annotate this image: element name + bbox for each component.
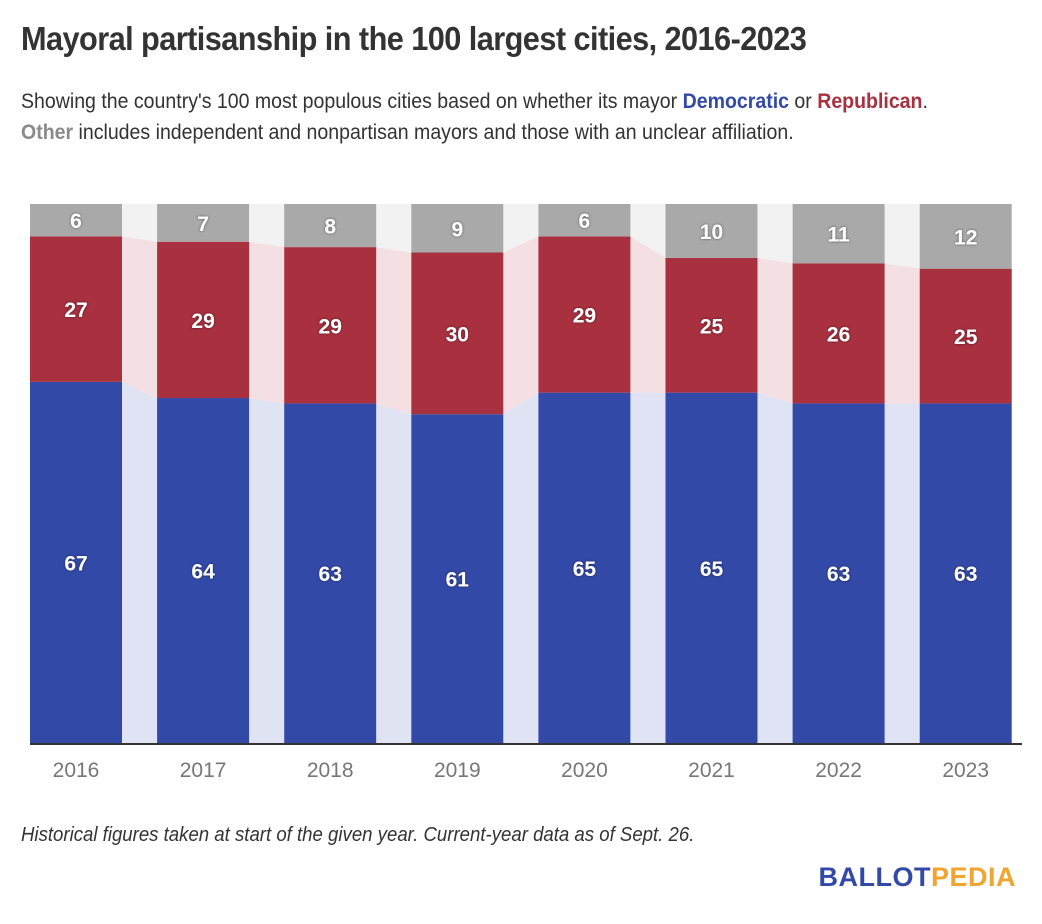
subtitle-text: Showing the country's 100 most populous … xyxy=(21,90,683,113)
bar-republican-2022 xyxy=(792,263,885,404)
bar-republican-2023 xyxy=(919,268,1012,404)
data-label-republican: 27 xyxy=(64,299,87,322)
x-tick-label: 2016 xyxy=(53,759,100,782)
data-label-republican: 25 xyxy=(954,326,978,349)
bar-republican-2021 xyxy=(665,257,758,393)
connector-republican xyxy=(503,236,539,415)
x-tick-label: 2017 xyxy=(180,759,227,782)
ballotpedia-logo: BALLOTPEDIA xyxy=(818,862,1016,893)
connector-republican xyxy=(884,263,920,404)
chart-subtitle: Showing the country's 100 most populous … xyxy=(21,86,951,148)
bar-other-2019 xyxy=(411,204,504,253)
data-label-republican: 29 xyxy=(191,310,214,333)
data-label-republican: 25 xyxy=(700,315,724,338)
x-tick-label: 2018 xyxy=(307,759,354,782)
data-label-other: 9 xyxy=(451,218,463,241)
bar-democratic-2018 xyxy=(284,403,377,743)
bar-democratic-2017 xyxy=(157,398,250,743)
connector-other xyxy=(630,204,666,258)
connector-republican xyxy=(376,247,412,415)
data-label-other: 12 xyxy=(954,226,977,249)
bar-other-2021 xyxy=(665,204,758,258)
bar-other-2016 xyxy=(30,204,122,237)
bar-democratic-2016 xyxy=(30,381,122,743)
connector-other xyxy=(249,204,285,248)
data-label-republican: 29 xyxy=(573,304,596,327)
connector-democratic xyxy=(757,392,793,743)
data-label-democratic: 61 xyxy=(446,569,470,592)
data-label-democratic: 67 xyxy=(64,552,87,575)
connector-other xyxy=(884,204,920,269)
bar-republican-2019 xyxy=(411,252,504,415)
bar-other-2020 xyxy=(538,204,631,237)
logo-part-pedia: PEDIA xyxy=(930,862,1016,892)
data-label-democratic: 63 xyxy=(954,563,977,586)
connector-democratic xyxy=(122,381,158,743)
data-label-other: 6 xyxy=(70,210,82,233)
subtitle-text: . xyxy=(922,90,928,113)
connector-other xyxy=(376,204,412,253)
bar-other-2022 xyxy=(792,204,885,264)
bar-democratic-2020 xyxy=(538,392,631,743)
connector-democratic xyxy=(249,398,285,743)
subtitle-text: or xyxy=(788,90,818,113)
data-label-other: 7 xyxy=(197,213,209,236)
x-tick-label: 2022 xyxy=(815,759,862,782)
legend-democratic: Democratic xyxy=(682,90,789,113)
data-label-republican: 26 xyxy=(827,323,850,346)
bar-other-2018 xyxy=(284,204,377,248)
connector-republican xyxy=(249,241,285,404)
legend-other: Other xyxy=(21,121,74,144)
bar-republican-2016 xyxy=(30,236,122,382)
x-tick-label: 2020 xyxy=(561,759,608,782)
connector-democratic xyxy=(630,392,666,743)
connector-republican xyxy=(122,236,158,399)
data-label-democratic: 65 xyxy=(700,558,724,581)
connector-other xyxy=(757,204,793,264)
data-label-other: 10 xyxy=(700,221,723,244)
data-label-democratic: 63 xyxy=(319,563,342,586)
subtitle-text: includes independent and nonpartisan may… xyxy=(73,121,794,144)
data-label-republican: 29 xyxy=(319,315,342,338)
connector-other xyxy=(122,204,158,242)
bar-other-2017 xyxy=(157,204,250,242)
x-tick-label: 2019 xyxy=(434,759,481,782)
connector-republican xyxy=(630,236,666,393)
stacked-bar-chart: 67 27 6 64 29 7 63 29 8 61 30 9 65 29 6 65 25 10 63 26 11 63 2… xyxy=(30,204,1022,782)
bar-other-2023 xyxy=(919,204,1012,269)
connector-democratic xyxy=(884,403,920,743)
bar-republican-2018 xyxy=(284,247,377,404)
data-label-other: 6 xyxy=(579,210,591,233)
bar-democratic-2022 xyxy=(792,403,885,743)
logo-part-ballot: BALLOT xyxy=(818,862,931,892)
data-label-democratic: 65 xyxy=(573,558,597,581)
x-tick-label: 2023 xyxy=(942,759,989,782)
data-label-other: 8 xyxy=(324,216,336,239)
bar-republican-2017 xyxy=(157,241,250,399)
data-label-other: 11 xyxy=(827,224,850,247)
legend-republican: Republican xyxy=(817,90,923,113)
connector-republican xyxy=(757,257,793,404)
connector-other xyxy=(503,204,539,253)
data-label-democratic: 64 xyxy=(191,561,215,584)
footnote: Historical figures taken at start of the… xyxy=(21,824,695,846)
data-label-democratic: 63 xyxy=(827,563,850,586)
connector-democratic xyxy=(376,403,412,743)
bar-democratic-2023 xyxy=(919,403,1012,743)
bar-democratic-2021 xyxy=(665,392,758,743)
data-label-republican: 30 xyxy=(446,323,469,346)
bar-republican-2020 xyxy=(538,236,631,393)
bar-democratic-2019 xyxy=(411,414,504,743)
connector-democratic xyxy=(503,392,539,743)
chart-title: Mayoral partisanship in the 100 largest … xyxy=(21,20,807,57)
x-tick-label: 2021 xyxy=(688,759,735,782)
